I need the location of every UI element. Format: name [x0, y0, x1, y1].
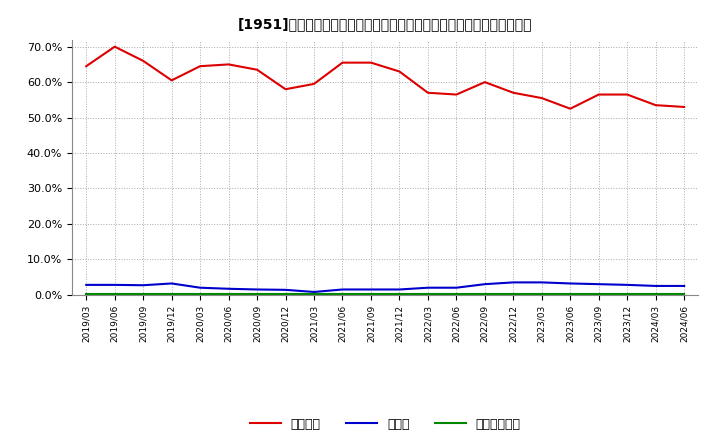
繰延税金資産 — [480, 291, 489, 297]
繰延税金資産 — [282, 291, 290, 297]
のれん — [338, 287, 347, 292]
繰延税金資産 — [225, 291, 233, 297]
自己資本 — [595, 92, 603, 97]
のれん — [452, 285, 461, 290]
自己資本 — [452, 92, 461, 97]
繰延税金資産 — [537, 291, 546, 297]
繰延税金資産 — [253, 291, 261, 297]
のれん — [680, 283, 688, 289]
のれん — [366, 287, 375, 292]
のれん — [566, 281, 575, 286]
自己資本 — [537, 95, 546, 101]
自己資本 — [167, 78, 176, 83]
自己資本 — [395, 69, 404, 74]
繰延税金資産 — [595, 291, 603, 297]
繰延税金資産 — [680, 291, 688, 297]
自己資本 — [139, 58, 148, 63]
繰延税金資産 — [338, 291, 347, 297]
のれん — [253, 287, 261, 292]
Legend: 自己資本, のれん, 繰延税金資産: 自己資本, のれん, 繰延税金資産 — [245, 413, 526, 436]
繰延税金資産 — [652, 291, 660, 297]
繰延税金資産 — [167, 291, 176, 297]
のれん — [196, 285, 204, 290]
のれん — [509, 280, 518, 285]
自己資本 — [82, 63, 91, 69]
繰延税金資産 — [395, 291, 404, 297]
自己資本 — [225, 62, 233, 67]
繰延税金資産 — [566, 291, 575, 297]
繰延税金資産 — [310, 291, 318, 297]
Line: のれん: のれん — [86, 282, 684, 292]
のれん — [480, 282, 489, 287]
のれん — [310, 290, 318, 295]
繰延税金資産 — [452, 291, 461, 297]
のれん — [423, 285, 432, 290]
繰延税金資産 — [509, 291, 518, 297]
のれん — [82, 282, 91, 287]
自己資本 — [366, 60, 375, 65]
自己資本 — [509, 90, 518, 95]
自己資本 — [282, 87, 290, 92]
のれん — [225, 286, 233, 291]
自己資本 — [623, 92, 631, 97]
自己資本 — [566, 106, 575, 111]
のれん — [110, 282, 119, 287]
繰延税金資産 — [110, 291, 119, 297]
繰延税金資産 — [82, 291, 91, 297]
繰延税金資産 — [423, 291, 432, 297]
のれん — [167, 281, 176, 286]
Line: 自己資本: 自己資本 — [86, 47, 684, 109]
のれん — [395, 287, 404, 292]
のれん — [537, 280, 546, 285]
自己資本 — [480, 80, 489, 85]
繰延税金資産 — [623, 291, 631, 297]
Title: [1951]　自己資本、のれん、繰延税金資産の総資産に対する比率の推移: [1951] 自己資本、のれん、繰延税金資産の総資産に対する比率の推移 — [238, 18, 533, 32]
繰延税金資産 — [139, 291, 148, 297]
自己資本 — [680, 104, 688, 110]
自己資本 — [423, 90, 432, 95]
自己資本 — [310, 81, 318, 87]
自己資本 — [338, 60, 347, 65]
自己資本 — [652, 103, 660, 108]
のれん — [282, 287, 290, 293]
繰延税金資産 — [196, 291, 204, 297]
自己資本 — [196, 63, 204, 69]
自己資本 — [110, 44, 119, 49]
のれん — [595, 282, 603, 287]
のれん — [623, 282, 631, 287]
のれん — [139, 282, 148, 288]
自己資本 — [253, 67, 261, 72]
のれん — [652, 283, 660, 289]
繰延税金資産 — [366, 291, 375, 297]
